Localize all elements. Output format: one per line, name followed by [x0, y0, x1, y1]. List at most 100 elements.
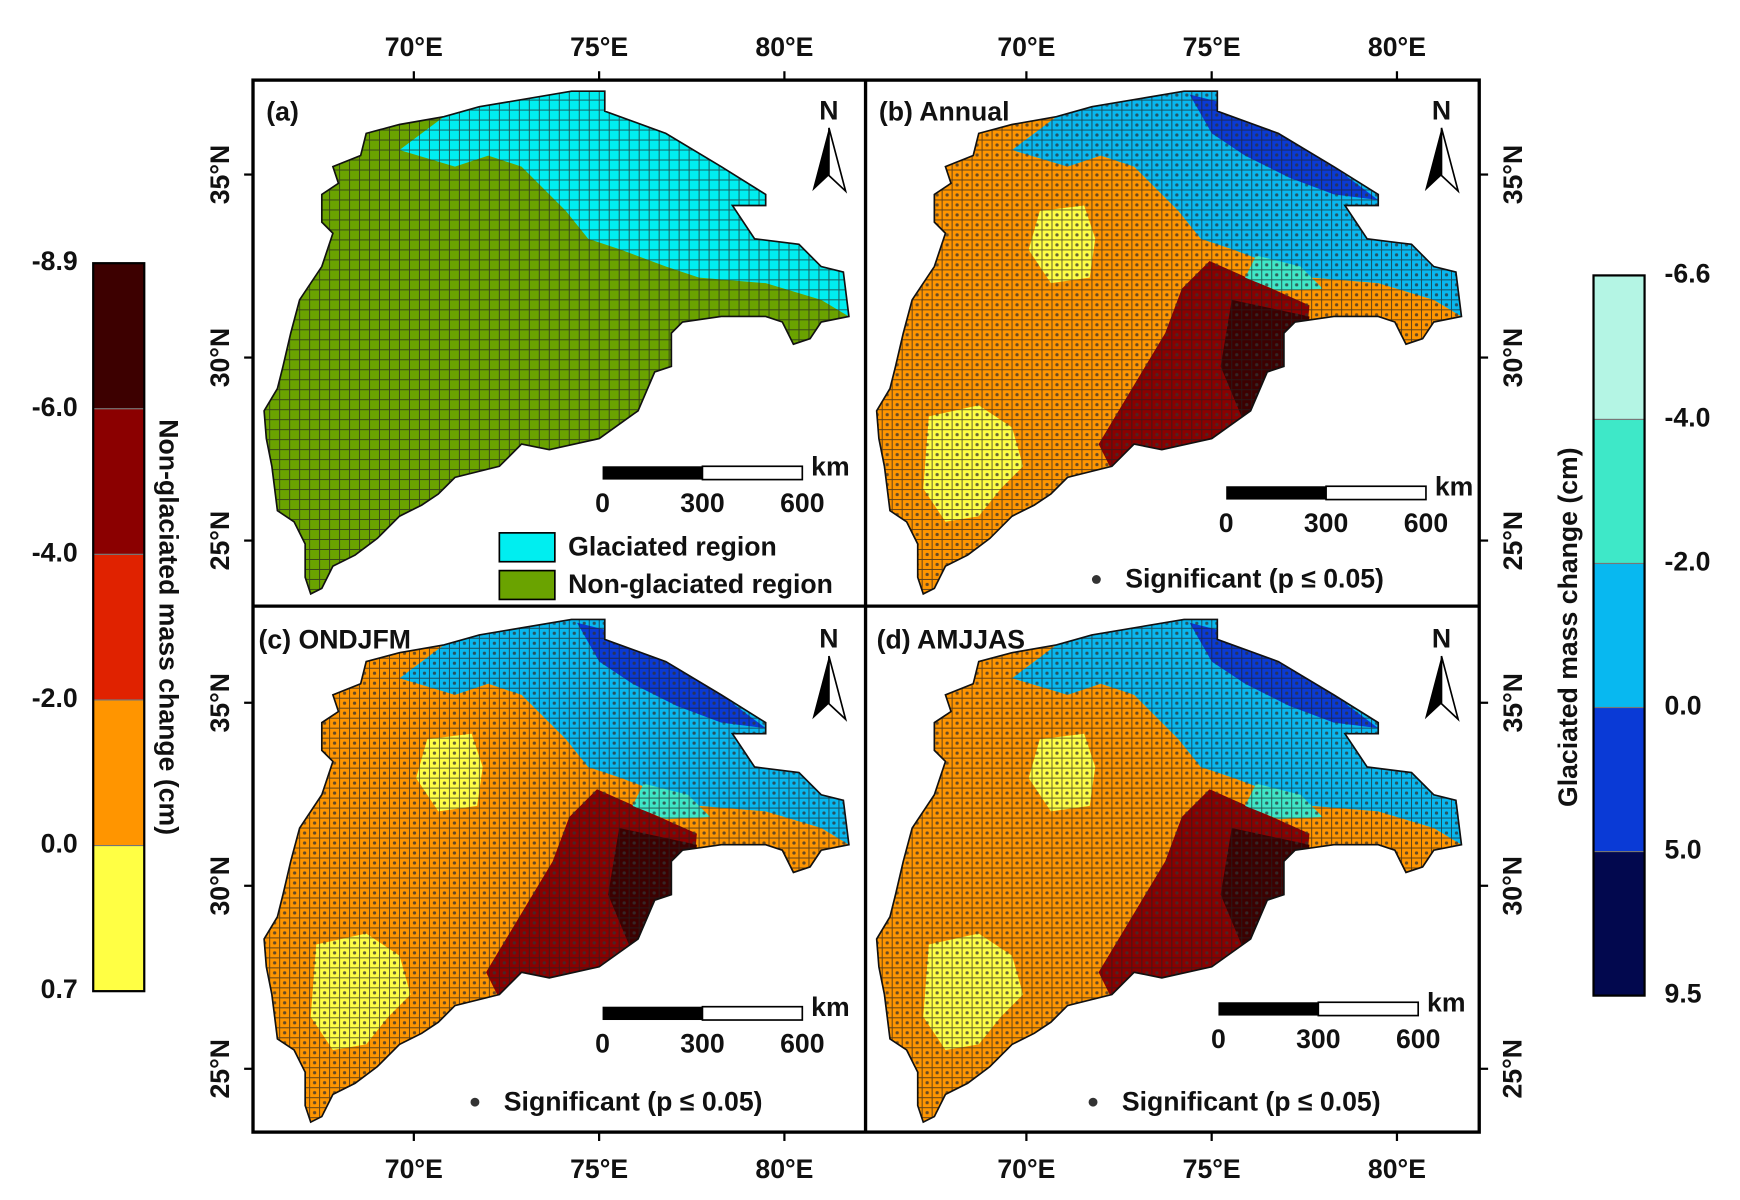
north-arrow	[812, 656, 829, 720]
colorbar-label: -6.6	[1665, 258, 1711, 288]
colorbar-label: 0.7	[41, 974, 78, 1004]
boundary	[875, 618, 1463, 1124]
lon-label: 80°E	[1368, 1154, 1426, 1184]
lon-label: 80°E	[1368, 32, 1426, 62]
scale-label: 300	[680, 488, 724, 518]
lat-label: 25°N	[205, 1039, 235, 1099]
colorbar-label: -4.0	[1665, 402, 1711, 432]
scale-unit: km	[811, 452, 849, 482]
scale-label: 600	[1404, 508, 1448, 538]
colorbar-frame	[92, 262, 146, 993]
colorbar-segment	[92, 408, 145, 555]
grid-cells	[264, 619, 849, 1123]
colorbar-label: -6.0	[32, 392, 78, 422]
scale-label: 300	[680, 1029, 724, 1059]
map-fill	[876, 91, 1462, 594]
map-fill	[264, 619, 849, 1123]
significance-label: Significant (p ≤ 0.05)	[1122, 1086, 1381, 1116]
scale-bar	[602, 1006, 703, 1021]
lat-label: 30°N	[1498, 328, 1528, 388]
north-arrow	[1440, 127, 1460, 194]
significance-marker	[470, 1097, 480, 1107]
colorbar-segment	[1592, 274, 1646, 421]
north-label: N	[819, 624, 838, 654]
grid-cells	[876, 91, 1462, 594]
colorbar-label: 9.5	[1665, 979, 1702, 1009]
map: N	[875, 90, 1463, 596]
colorbar-label: 0.0	[1665, 691, 1702, 721]
scale-label: 300	[1296, 1024, 1340, 1054]
colorbar-label: -2.0	[1665, 547, 1711, 577]
significance-label: Significant (p ≤ 0.05)	[504, 1086, 763, 1116]
map-fill	[264, 91, 849, 594]
map: N	[263, 90, 850, 596]
map: N	[875, 618, 1463, 1124]
panel-label: (d) AMJJAS	[877, 625, 1025, 655]
colorbar-label: 0.0	[41, 829, 78, 859]
scale-label: 600	[1396, 1024, 1440, 1054]
lon-label: 80°E	[755, 32, 813, 62]
scale-label: 0	[1219, 508, 1234, 538]
lon-label: 75°E	[570, 32, 628, 62]
north-arrow	[1424, 127, 1442, 192]
scale-label: 0	[1211, 1024, 1226, 1054]
lon-label: 70°E	[997, 1154, 1055, 1184]
boundary	[263, 618, 850, 1124]
lat-label: 35°N	[205, 145, 235, 205]
colorbar-label: -4.0	[32, 537, 78, 567]
scale-label: 600	[780, 488, 824, 518]
lon-label: 70°E	[385, 32, 443, 62]
north-label: N	[1432, 624, 1451, 654]
scale-label: 600	[780, 1029, 824, 1059]
lat-label: 25°N	[1498, 511, 1528, 571]
scale-bar	[1226, 486, 1327, 500]
lon-label: 70°E	[997, 32, 1055, 62]
panel-label: (b) Annual	[879, 96, 1010, 126]
scale-bar	[701, 465, 804, 481]
grid-cells	[876, 619, 1462, 1123]
lat-label: 35°N	[1498, 145, 1528, 205]
lon-label: 75°E	[1183, 32, 1241, 62]
colorbar-segment	[92, 553, 145, 701]
scale-label: 0	[595, 1029, 610, 1059]
panel-label: (c) ONDJFM	[259, 625, 411, 655]
boundary	[875, 90, 1463, 596]
north-arrow	[828, 127, 848, 194]
colorbar-label: -2.0	[32, 683, 78, 713]
lon-label: 75°E	[1183, 1154, 1241, 1184]
lat-label: 30°N	[205, 328, 235, 387]
colorbar-segment	[1592, 562, 1646, 709]
north-arrow	[812, 127, 829, 192]
colorbar-title: Glaciated mass change (cm)	[1553, 447, 1583, 807]
colorbar-segment	[92, 845, 145, 992]
lat-label: 35°N	[205, 673, 235, 733]
legend-label: Glaciated region	[568, 531, 777, 561]
colorbar-segment	[1592, 706, 1646, 853]
lat-label: 30°N	[205, 856, 235, 916]
scale-bar	[1325, 485, 1427, 501]
colorbar-segment	[1592, 851, 1646, 997]
lat-label: 35°N	[1498, 673, 1528, 733]
colorbar-label: 5.0	[1665, 835, 1702, 865]
scale-bar	[1218, 1002, 1319, 1016]
grid-cells	[264, 91, 849, 594]
colorbar-segment	[1592, 418, 1646, 565]
boundary	[263, 90, 850, 596]
lon-label: 80°E	[755, 1154, 813, 1184]
panel-label: (a)	[266, 96, 299, 126]
north-arrow	[1424, 656, 1442, 720]
lat-label: 30°N	[1498, 856, 1528, 916]
legend-swatch	[498, 569, 556, 601]
colorbar-label: -8.9	[32, 246, 78, 276]
lat-label: 25°N	[1498, 1039, 1528, 1099]
map: N	[263, 618, 850, 1124]
colorbar-segment	[92, 262, 145, 410]
significance-marker	[1088, 1097, 1098, 1107]
scale-unit: km	[1427, 988, 1465, 1018]
scale-unit: km	[811, 992, 849, 1022]
colorbar-frame	[1592, 274, 1646, 997]
scale-label: 300	[1304, 508, 1348, 538]
scale-label: 0	[595, 488, 610, 518]
scale-unit: km	[1435, 472, 1473, 502]
